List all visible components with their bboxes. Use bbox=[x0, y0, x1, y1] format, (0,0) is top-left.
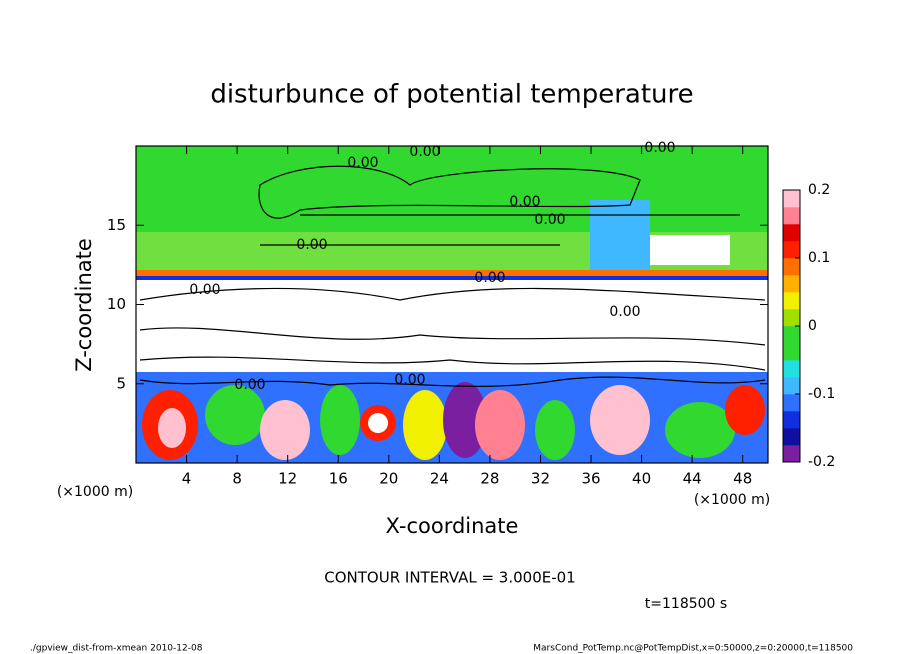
contour-line bbox=[139, 287, 766, 301]
colorbar-band bbox=[783, 275, 800, 293]
y-tick-label: 15 bbox=[107, 216, 126, 234]
contour-label: 0.00 bbox=[474, 270, 505, 286]
colorbar-band bbox=[783, 292, 800, 310]
chart-title: disturbunce of potential temperature bbox=[210, 80, 693, 110]
y-tick-label: 5 bbox=[116, 374, 126, 392]
colorbar-tick-label: 0.2 bbox=[808, 182, 830, 198]
contour-label: 0.00 bbox=[296, 237, 327, 253]
colorbar-band bbox=[783, 207, 800, 225]
field-blob bbox=[590, 385, 650, 455]
x-tick-label: 24 bbox=[430, 470, 449, 488]
colorbar-band bbox=[783, 309, 800, 327]
colorbar-tick-label: -0.1 bbox=[808, 386, 835, 402]
field-blob bbox=[443, 382, 487, 458]
x-tick-label: 32 bbox=[531, 470, 550, 488]
colorbar-tick-label: 0.1 bbox=[808, 250, 830, 266]
x-tick-label: 36 bbox=[581, 470, 600, 488]
colorbar-band bbox=[783, 428, 800, 446]
field-band bbox=[136, 270, 768, 276]
x-tick-label: 20 bbox=[379, 470, 398, 488]
x-tick-label: 40 bbox=[632, 470, 651, 488]
x-unit-label: (×1000 m) bbox=[694, 492, 770, 508]
contour-line bbox=[260, 214, 740, 246]
field bbox=[136, 146, 768, 463]
field-blob bbox=[665, 402, 735, 458]
field-blob bbox=[205, 385, 265, 445]
colorbar-band bbox=[783, 224, 800, 242]
y-tick-label: 10 bbox=[107, 295, 126, 313]
y-axis-label: Z-coordinate bbox=[72, 238, 96, 372]
field-blob bbox=[590, 200, 650, 270]
colorbar-tick-label: 0 bbox=[808, 318, 817, 334]
x-tick-label: 48 bbox=[733, 470, 752, 488]
contour-label: 0.00 bbox=[609, 304, 640, 320]
colorbar-band bbox=[783, 190, 800, 208]
field-blob bbox=[260, 400, 310, 460]
field-blob bbox=[535, 400, 575, 460]
colorbar-tick-label: -0.2 bbox=[808, 454, 835, 470]
footer-left: ./gpview_dist-from-xmean 2010-12-08 bbox=[30, 644, 203, 654]
x-tick-label: 12 bbox=[278, 470, 297, 488]
contour-label: 0.00 bbox=[234, 377, 265, 393]
field-blob bbox=[368, 413, 388, 433]
x-tick-label: 16 bbox=[329, 470, 348, 488]
colorbar-band bbox=[783, 377, 800, 395]
field-blob bbox=[475, 390, 525, 460]
footer-right: MarsCond_PotTemp.nc@PotTempDist,x=0:5000… bbox=[533, 644, 853, 654]
contour-label: 0.00 bbox=[509, 194, 540, 210]
field-blob bbox=[320, 385, 360, 455]
x-axis-label: X-coordinate bbox=[386, 514, 519, 538]
colorbar-band bbox=[783, 258, 800, 276]
colorbar-band bbox=[783, 360, 800, 378]
contour-interval: CONTOUR INTERVAL = 3.000E-01 bbox=[324, 569, 575, 587]
time-label: t=118500 s bbox=[645, 596, 727, 612]
x-tick-label: 4 bbox=[182, 470, 192, 488]
field-blob bbox=[725, 385, 765, 435]
field-blob bbox=[650, 235, 730, 265]
contour-label: 0.00 bbox=[409, 144, 440, 160]
contour-label: 0.00 bbox=[644, 140, 675, 156]
x-tick-label: 8 bbox=[232, 470, 242, 488]
colorbar-band bbox=[783, 326, 800, 344]
field-blob bbox=[158, 408, 186, 448]
contour-line bbox=[139, 376, 766, 387]
colorbar-band bbox=[783, 445, 800, 463]
contour-line bbox=[139, 356, 766, 371]
colorbar-band bbox=[783, 411, 800, 429]
field-blob bbox=[403, 390, 447, 460]
x-unit-label: (×1000 m) bbox=[57, 484, 133, 500]
field-band bbox=[136, 276, 768, 280]
colorbar-band bbox=[783, 394, 800, 412]
contour-label: 0.00 bbox=[394, 372, 425, 388]
contour-line bbox=[258, 165, 641, 219]
contour-line bbox=[139, 327, 766, 346]
x-tick-label: 28 bbox=[480, 470, 499, 488]
colorbar-band bbox=[783, 241, 800, 259]
colorbar-band bbox=[783, 343, 800, 361]
field-band bbox=[136, 280, 768, 372]
contour-label: 0.00 bbox=[189, 282, 220, 298]
contour-label: 0.00 bbox=[534, 212, 565, 228]
contour-label: 0.00 bbox=[347, 155, 378, 171]
x-tick-label: 44 bbox=[683, 470, 702, 488]
